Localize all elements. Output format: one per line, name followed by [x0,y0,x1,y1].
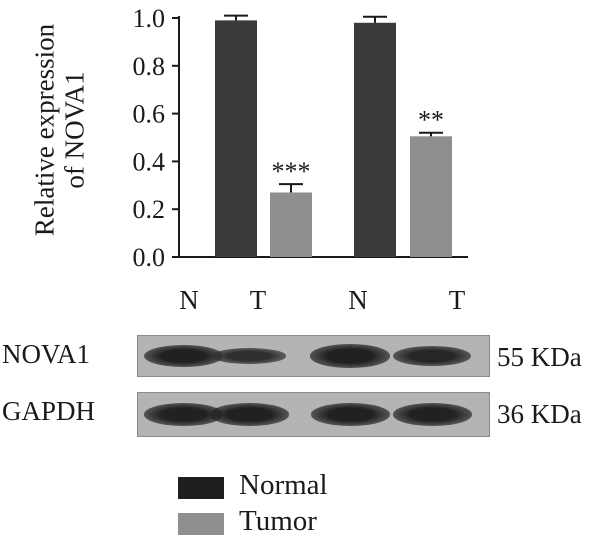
band-gapdh-4 [392,403,472,426]
lane-label-t1: T [249,285,267,315]
band-nova1-1 [143,344,223,368]
significance-label-2: *** [272,157,311,186]
legend-swatch-tumor [178,513,224,535]
y-tick-label-3: 0.6 [133,100,166,129]
blot-row-label-nova1: NOVA1 [2,339,91,369]
blot-row-label-gapdh: GAPDH [2,396,96,426]
bar-1 [215,20,257,257]
legend-label-normal: Normal [239,469,328,501]
band-nova1-3 [310,344,390,368]
band-gapdh-3 [310,403,390,426]
bar-2 [270,192,312,257]
y-tick-label-5: 1.0 [133,4,166,33]
lane-label-n2: N [348,285,368,315]
band-nova1-4 [393,346,471,366]
band-gapdh-1 [143,403,223,426]
lane-label-n1: N [179,285,199,315]
blot-strip-nova1 [137,335,490,377]
blot-size-nova1: 55 KDa [497,342,582,372]
band-nova1-2 [211,348,287,364]
blot-strip-gapdh [137,392,490,437]
y-tick-label-2: 0.4 [133,147,166,176]
y-tick-label-0: 0.0 [133,243,166,272]
significance-label-4: ** [418,106,444,135]
y-tick-label-4: 0.8 [133,52,166,81]
legend-swatch-normal [178,477,224,499]
lane-label-t2: T [448,285,466,315]
bar-4 [410,136,452,257]
band-gapdh-2 [209,403,289,426]
bar-3 [354,22,396,258]
y-tick-label-1: 0.2 [133,195,166,224]
legend-label-tumor: Tumor [239,505,317,537]
blot-size-gapdh: 36 KDa [497,399,582,429]
